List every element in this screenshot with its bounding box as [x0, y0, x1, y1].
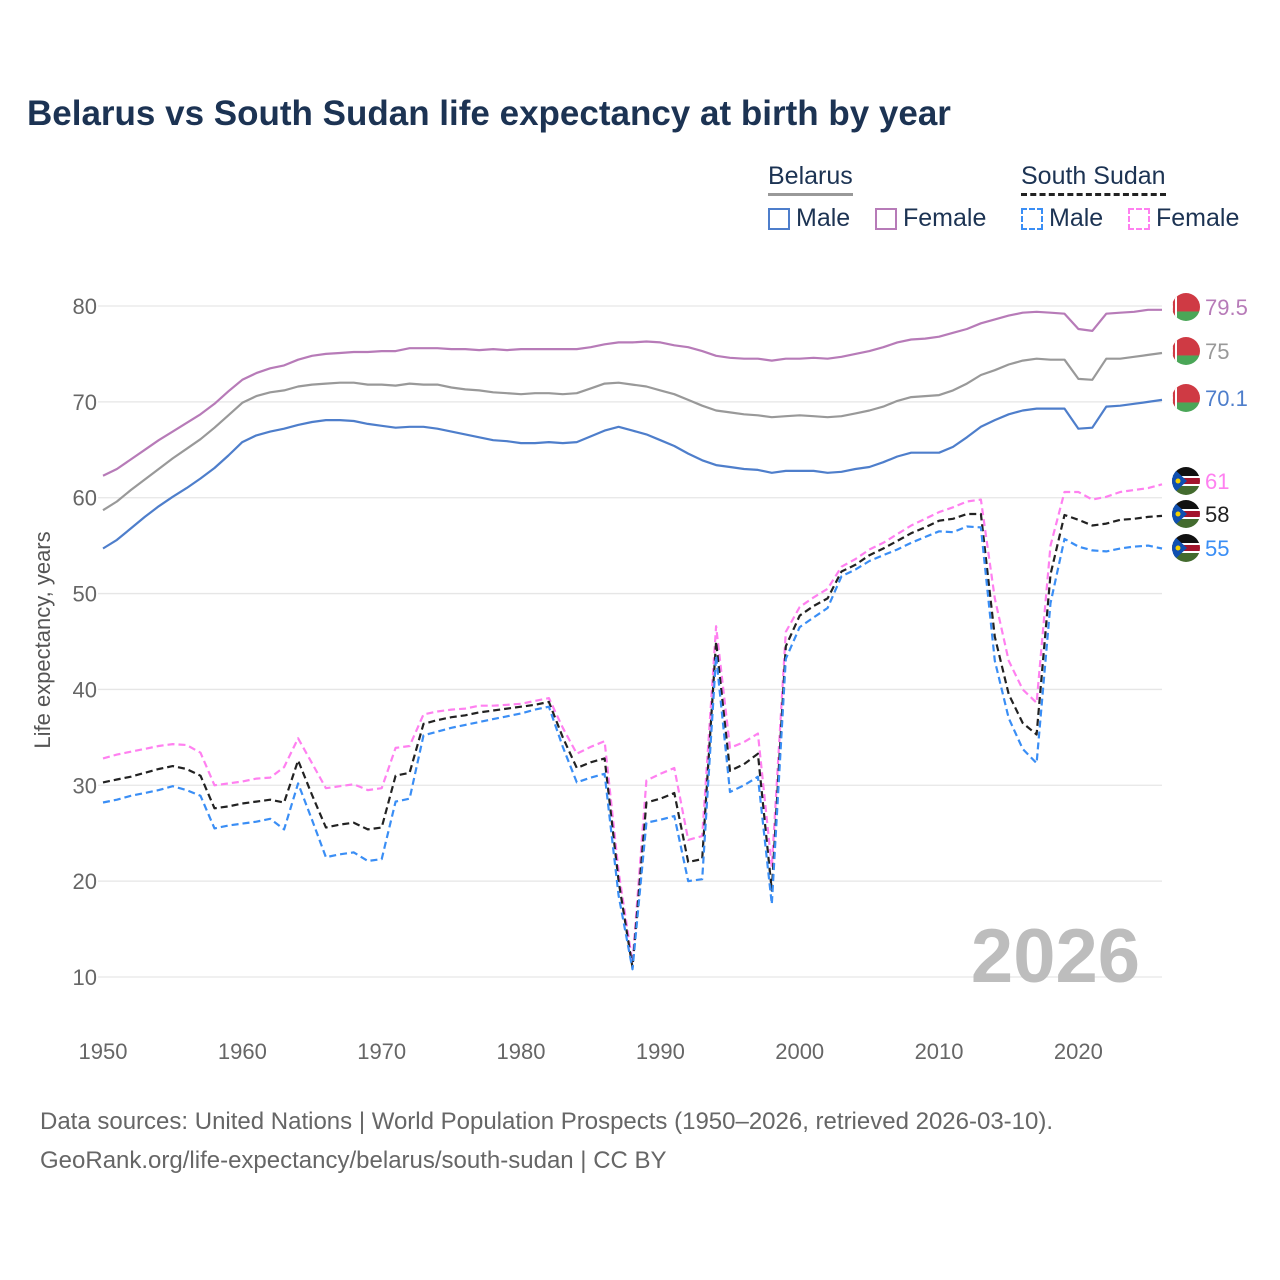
y-axis-label: Life expectancy, years	[30, 531, 55, 748]
y-tick-label: 20	[73, 869, 97, 894]
y-tick-label: 40	[73, 677, 97, 702]
series-line-south-sudan-total[interactable]	[102, 512, 1163, 969]
legend-swatch	[875, 207, 897, 230]
legend-group-belarus[interactable]: Belarus	[768, 162, 853, 196]
x-tick-label: 2010	[915, 1039, 964, 1064]
legend-belarus-male[interactable]: Male	[768, 204, 850, 233]
end-value-label: 70.1	[1205, 386, 1248, 411]
x-tick-label: 1960	[218, 1039, 267, 1064]
plot-area: 10 20 30 40 50 60 70 80 1950 1960 1970 1980 1990 2000…	[30, 293, 1248, 1064]
south-sudan-flag-icon	[1172, 534, 1200, 562]
year-watermark: 2026	[971, 914, 1140, 999]
x-tick-label: 1990	[636, 1039, 685, 1064]
y-tick-label: 80	[73, 294, 97, 319]
x-tick-label: 1980	[497, 1039, 546, 1064]
x-tick-label: 2000	[775, 1039, 824, 1064]
series-line-south-sudan-female[interactable]	[102, 483, 1163, 964]
legend-label: Male	[1049, 204, 1104, 232]
y-tick-label: 70	[73, 390, 97, 415]
legend-belarus-female[interactable]: Female	[875, 204, 986, 233]
end-value-label: 75	[1205, 339, 1229, 364]
footer-sources: Data sources: United Nations | World Pop…	[40, 1108, 1054, 1135]
legend-label: Female	[903, 204, 987, 232]
belarus-flag-icon	[1172, 293, 1200, 321]
series-line-belarus-female[interactable]	[102, 308, 1162, 477]
series-line-south-sudan-male[interactable]	[102, 525, 1163, 971]
chart-title: Belarus vs South Sudan life expectancy a…	[27, 94, 951, 133]
series-line-belarus-total[interactable]	[102, 351, 1163, 512]
legend-label: Female	[1156, 204, 1240, 232]
legend-group-south-sudan[interactable]: South Sudan	[1021, 162, 1166, 196]
legend-label: Male	[796, 204, 851, 232]
x-tick-label: 1950	[79, 1039, 128, 1064]
belarus-flag-icon	[1172, 384, 1200, 412]
end-value-label: 58	[1205, 502, 1229, 527]
x-tick-label: 2020	[1054, 1039, 1103, 1064]
y-tick-label: 60	[73, 486, 97, 511]
south-sudan-flag-icon	[1172, 500, 1200, 528]
legend-south-sudan-female[interactable]: Female	[1128, 204, 1239, 233]
legend-swatch	[1021, 207, 1043, 230]
x-tick-label: 1970	[357, 1039, 406, 1064]
y-tick-label: 10	[73, 965, 97, 990]
belarus-flag-icon	[1172, 337, 1200, 365]
end-value-label: 55	[1205, 536, 1229, 561]
south-sudan-flag-icon	[1172, 467, 1200, 495]
footer-url[interactable]: GeoRank.org/life-expectancy/belarus/sout…	[40, 1147, 667, 1174]
legend-south-sudan-male[interactable]: Male	[1021, 204, 1103, 233]
end-value-label: 61	[1205, 469, 1229, 494]
y-tick-label: 30	[73, 773, 97, 798]
legend-swatch	[768, 207, 790, 230]
y-tick-label: 50	[73, 582, 97, 607]
series-line-belarus-male[interactable]	[102, 398, 1163, 550]
legend-swatch	[1128, 207, 1150, 230]
end-value-label: 79.5	[1205, 295, 1248, 320]
